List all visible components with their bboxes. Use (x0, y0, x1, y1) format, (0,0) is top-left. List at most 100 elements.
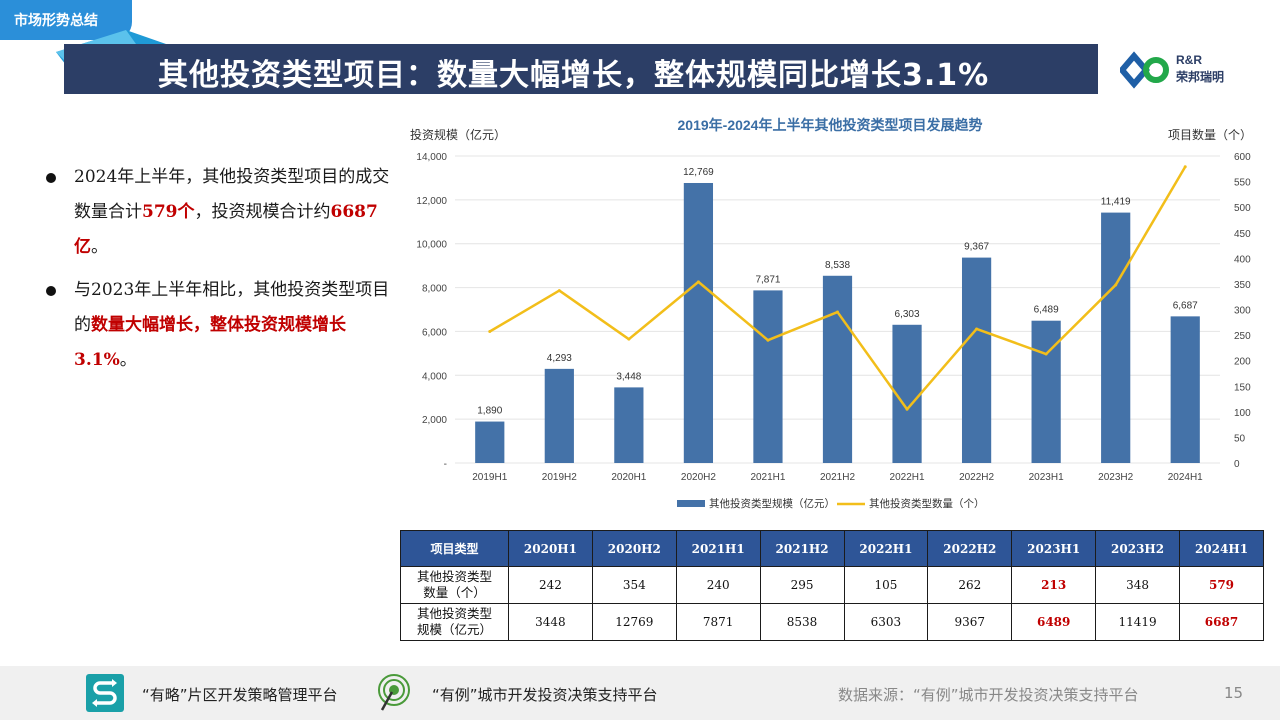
bullet-item: 2024年上半年，其他投资类型项目的成交数量合计579个，投资规模合计约6687… (44, 160, 394, 265)
bullet-dot-icon (46, 286, 56, 296)
left-tick-label: 8,000 (422, 284, 447, 295)
x-tick-label: 2019H2 (542, 472, 577, 483)
table-header-cell: 2020H2 (591, 530, 677, 567)
youli-platform-icon[interactable] (376, 674, 412, 712)
right-axis-label: 项目数量（个） (1168, 127, 1252, 142)
bullet-highlight: 6687亿 (74, 202, 378, 257)
section-tag: 市场形势总结 (0, 0, 132, 40)
table-cell-highlight: 213 (1011, 566, 1097, 604)
right-tick-label: 550 (1234, 178, 1251, 189)
company-logo: R&R 荣邦瑞明 (1118, 50, 1244, 90)
section-tag-label: 市场形势总结 (14, 13, 98, 29)
bullet-text: ，投资规模合计约 (194, 202, 331, 222)
table-header-cell: 2021H1 (675, 530, 761, 567)
bullet-text: 与2023年上半年相比，其他投资类型项目的 (74, 280, 390, 335)
bullet-highlight: 数量大幅增长，整体投资规模增长3.1% (74, 315, 346, 370)
table-cell: 7871 (675, 603, 761, 641)
left-tick-label: 6,000 (422, 327, 447, 338)
table-cell: 11419 (1095, 603, 1180, 641)
table-header-row: 项目类型 2020H1 2020H2 2021H1 2021H2 2022H1 … (400, 530, 1264, 567)
right-tick-label: 100 (1234, 408, 1251, 419)
right-tick-label: 500 (1234, 203, 1251, 214)
right-tick-label: 450 (1234, 229, 1251, 240)
left-tick-label: 4,000 (422, 371, 447, 382)
logo-mark-icon (1118, 51, 1169, 89)
left-tick-label: 2,000 (422, 415, 447, 426)
table-cell: 348 (1095, 566, 1180, 604)
bar (614, 387, 644, 463)
right-tick-label: 250 (1234, 331, 1251, 342)
table-header-cell: 2023H2 (1095, 530, 1180, 567)
right-tick-label: 300 (1234, 306, 1251, 317)
x-tick-label: 2024H1 (1168, 472, 1203, 483)
bar-value-label: 11,419 (1101, 197, 1131, 208)
x-tick-label: 2022H2 (959, 472, 994, 483)
table-header-cell: 2024H1 (1179, 530, 1264, 567)
right-tick-label: 350 (1234, 280, 1251, 291)
bar-value-label: 7,871 (755, 274, 780, 285)
table-cell: 3448 (508, 603, 593, 641)
data-source: 数据来源：“有例”城市开发投资决策支持平台 (838, 686, 1139, 704)
bar-value-label: 8,538 (825, 260, 850, 271)
logo-text-en: R&R (1176, 53, 1202, 67)
table-header-cell: 2022H1 (843, 530, 929, 567)
table-cell: 262 (927, 566, 1013, 604)
bar-value-label: 12,769 (683, 167, 714, 178)
youlue-platform-link[interactable]: “有略”片区开发策略管理平台 (142, 686, 338, 704)
bullet-dot-icon (46, 173, 56, 183)
line-point (1114, 283, 1118, 287)
bar-value-label: 9,367 (964, 242, 989, 253)
table-row-label: 其他投资类型 数量（个） (400, 566, 509, 604)
bar-value-label: 4,293 (547, 353, 572, 364)
bar (753, 290, 783, 463)
table-cell-highlight: 6489 (1011, 603, 1097, 641)
right-tick-label: 200 (1234, 357, 1251, 368)
youli-platform-link[interactable]: “有例”城市开发投资决策支持平台 (432, 686, 658, 704)
table-cell: 354 (591, 566, 677, 604)
left-tick-label: 14,000 (416, 152, 447, 163)
table-cell: 8538 (759, 603, 845, 641)
table-row: 其他投资类型 数量（个） 242 354 240 295 105 262 213 … (400, 566, 1264, 604)
left-tick-label: 12,000 (416, 196, 447, 207)
right-tick-label: 150 (1234, 382, 1251, 393)
bullet-text: 。 (119, 350, 137, 370)
chart-title: 2019年-2024年上半年其他投资类型项目发展趋势 (678, 117, 983, 133)
table-cell: 242 (508, 566, 593, 604)
x-tick-label: 2020H1 (611, 472, 646, 483)
left-tick-label: - (444, 459, 447, 470)
bar (1031, 320, 1061, 463)
right-tick-label: 400 (1234, 254, 1251, 265)
bar (544, 368, 574, 463)
table-header-cell: 2021H2 (759, 530, 845, 567)
line-point (627, 337, 631, 341)
line-point (905, 407, 909, 411)
bullet-item: 与2023年上半年相比，其他投资类型项目的数量大幅增长，整体投资规模增长3.1%… (44, 273, 394, 378)
line-point (557, 289, 561, 293)
bullet-text: 。 (91, 237, 108, 257)
x-tick-label: 2019H1 (472, 472, 507, 483)
line-point (696, 280, 700, 284)
line-point (488, 330, 492, 334)
legend-label: 其他投资类型规模（亿元） (709, 497, 835, 510)
data-table: 项目类型 2020H1 2020H2 2021H1 2021H2 2022H1 … (400, 530, 1264, 641)
x-tick-label: 2022H1 (890, 472, 925, 483)
table-header-cell: 2022H2 (927, 530, 1013, 567)
left-tick-label: 10,000 (416, 240, 447, 251)
bar-value-label: 6,489 (1034, 305, 1059, 316)
line-point (836, 310, 839, 314)
youlue-platform-icon[interactable] (86, 674, 124, 712)
table-row-label: 其他投资类型 规模（亿元） (400, 603, 509, 641)
bar-value-label: 6,303 (895, 309, 920, 320)
legend-swatch-bar (677, 500, 705, 507)
right-tick-label: 50 (1234, 433, 1246, 444)
bar (683, 182, 714, 463)
bar (961, 257, 992, 463)
bar (822, 275, 853, 463)
x-tick-label: 2023H1 (1029, 472, 1064, 483)
legend-label: 其他投资类型数量（个） (869, 497, 985, 510)
table-header-cell: 2023H1 (1011, 530, 1097, 567)
table-cell: 105 (843, 566, 929, 604)
logo-text-cn: 荣邦瑞明 (1176, 70, 1225, 84)
bar-value-label: 1,890 (477, 406, 502, 417)
